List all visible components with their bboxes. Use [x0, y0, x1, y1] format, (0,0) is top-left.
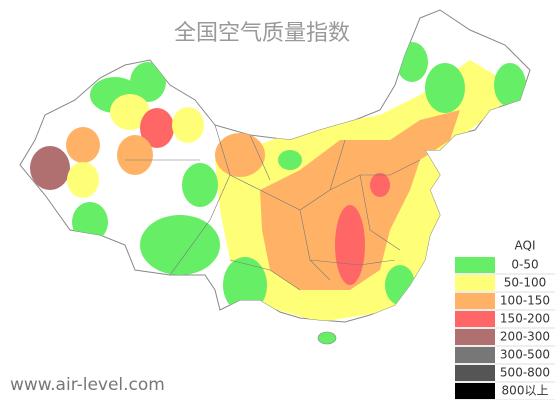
map-title: 全国空气质量指数: [174, 21, 350, 46]
legend-title: AQI: [515, 239, 536, 253]
legend-label: 50-100: [504, 276, 547, 290]
legend-swatch: [455, 257, 495, 273]
legend-label: 800以上: [502, 384, 549, 398]
footer-url: www.air-level.com: [10, 375, 165, 395]
legend-swatch: [455, 311, 495, 327]
legend-label: 200-300: [500, 330, 550, 344]
legend-label: 300-500: [500, 348, 550, 362]
legend-label: 150-200: [500, 312, 550, 326]
legend-swatch: [455, 329, 495, 345]
legend-swatch: [455, 275, 495, 291]
legend: AQI 0-50 50-100 100-150 150-200 200-300 300-5…: [453, 236, 555, 400]
legend-swatch: [455, 347, 495, 363]
legend-label: 100-150: [500, 294, 550, 308]
legend-swatch: [455, 293, 495, 309]
hainan: [317, 331, 337, 345]
legend-label: 0-50: [511, 258, 538, 272]
aqi-blobs: [30, 42, 526, 322]
legend-label: 500-800: [500, 366, 550, 380]
map: [19, 9, 531, 345]
legend-swatch: [455, 383, 495, 399]
legend-swatch: [455, 365, 495, 381]
